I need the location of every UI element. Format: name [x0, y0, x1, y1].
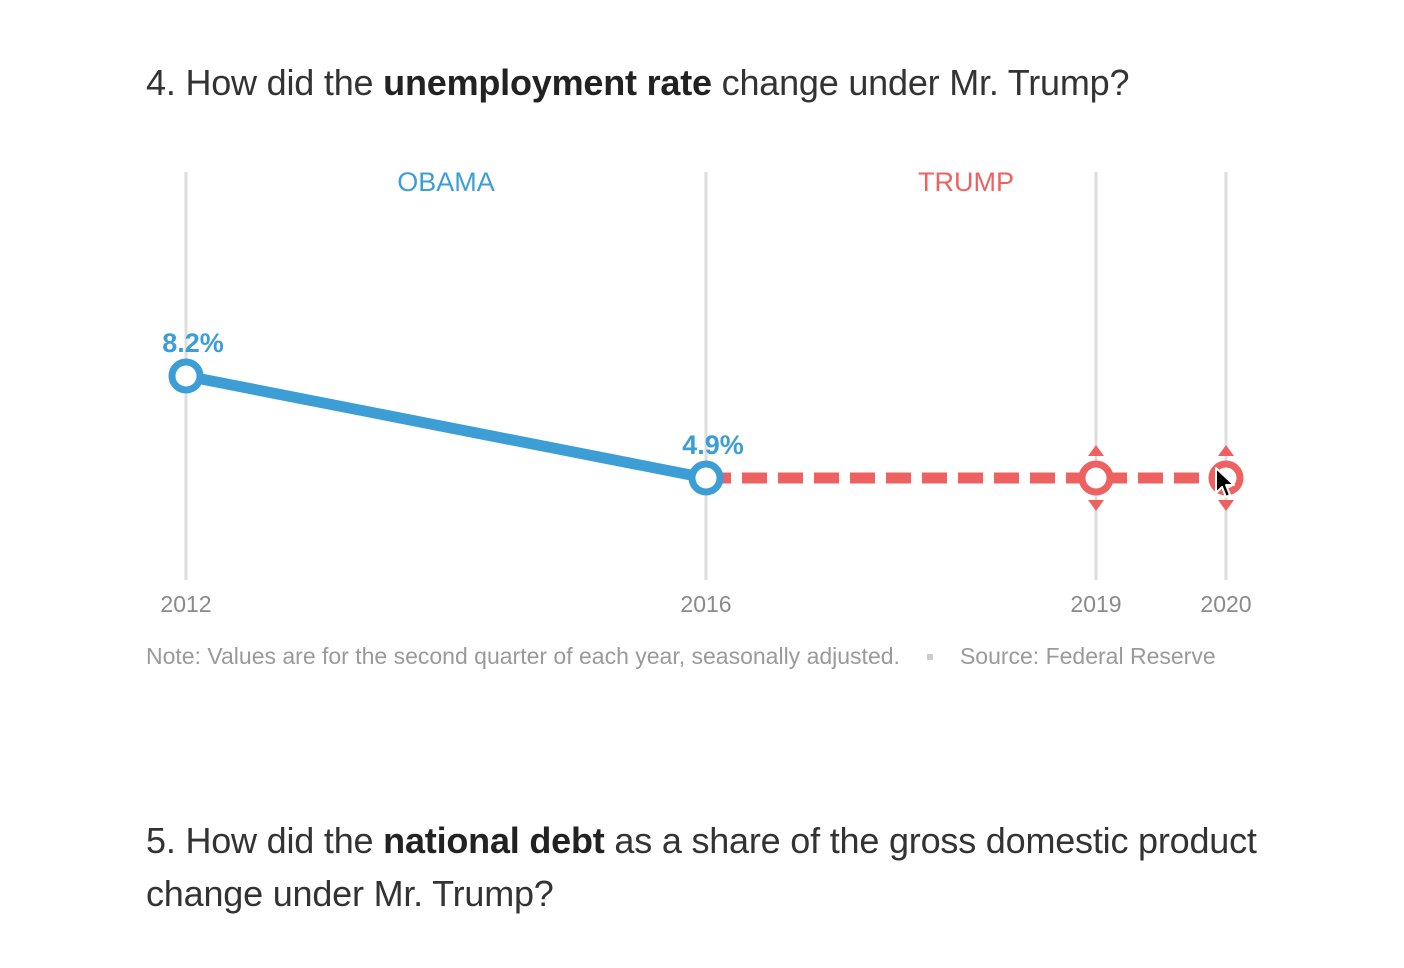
unemployment-chart[interactable]: OBAMA TRUMP 8.2% 4.9% 2012 2016 2019 2020 [0, 0, 1404, 640]
separator-dot [926, 653, 933, 660]
gridlines [184, 172, 1228, 580]
data-labels: 8.2% 4.9% [162, 328, 744, 460]
chart-footnote: Note: Values are for the second quarter … [146, 643, 1216, 670]
mouse-cursor-icon [1215, 467, 1235, 498]
down-arrow-icon [1218, 500, 1234, 511]
actual-line [184, 370, 708, 484]
question-keyword: national debt [383, 820, 605, 861]
question-5-heading: 5. How did the national debt as a share … [146, 814, 1306, 920]
x-tick-label: 2016 [680, 591, 731, 617]
value-label-2012: 8.2% [162, 328, 224, 358]
question-suffix: as a share of the gross domestic product… [146, 820, 1257, 914]
note-text: Note: Values are for the second quarter … [146, 643, 900, 669]
drag-handle-2019[interactable] [1078, 445, 1114, 511]
x-axis-ticks: 2012 2016 2019 2020 [160, 591, 1251, 617]
question-4-heading: 4. How did the unemployment rate change … [146, 56, 1326, 109]
data-point-2016 [688, 460, 724, 496]
era-label-obama: OBAMA [397, 167, 495, 197]
series-lines [184, 370, 1226, 484]
question-number: 5. [146, 820, 176, 861]
guess-point-2019[interactable] [1078, 460, 1114, 496]
question-number: 4. [146, 62, 176, 103]
era-label-trump: TRUMP [918, 167, 1014, 197]
down-arrow-icon [1088, 500, 1104, 511]
x-tick-label: 2019 [1070, 591, 1121, 617]
up-arrow-icon [1218, 445, 1234, 456]
question-prefix: How did the [185, 820, 374, 861]
x-tick-label: 2020 [1200, 591, 1251, 617]
source-text: Source: Federal Reserve [959, 643, 1216, 669]
data-point-2012 [168, 358, 204, 394]
question-keyword: unemployment rate [383, 62, 712, 103]
up-arrow-icon [1088, 445, 1104, 456]
era-labels: OBAMA TRUMP [397, 167, 1014, 197]
x-tick-label: 2012 [160, 591, 211, 617]
value-label-2016: 4.9% [682, 430, 744, 460]
question-suffix: change under Mr. Trump? [721, 62, 1130, 103]
question-prefix: How did the [185, 62, 374, 103]
